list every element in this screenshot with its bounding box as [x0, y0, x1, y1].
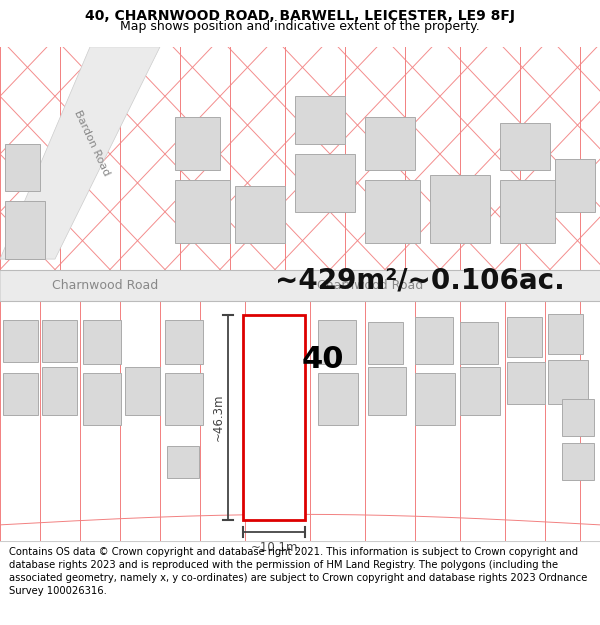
Text: Map shows position and indicative extent of the property.: Map shows position and indicative extent… — [120, 20, 480, 32]
Text: Charnwood Road: Charnwood Road — [52, 279, 158, 292]
Bar — [500, 180, 555, 243]
Text: 40, CHARNWOOD ROAD, BARWELL, LEICESTER, LE9 8FJ: 40, CHARNWOOD ROAD, BARWELL, LEICESTER, … — [85, 9, 515, 23]
Text: ~10.1m: ~10.1m — [250, 541, 298, 554]
Bar — [235, 186, 285, 243]
Text: ~429m²/~0.106ac.: ~429m²/~0.106ac. — [275, 266, 565, 294]
Bar — [365, 180, 420, 243]
Bar — [365, 118, 415, 170]
Bar — [562, 399, 594, 436]
Bar — [318, 320, 356, 364]
Bar — [165, 372, 203, 425]
Bar — [0, 269, 600, 301]
Bar — [500, 122, 550, 170]
Polygon shape — [0, 47, 160, 259]
Bar — [368, 368, 406, 414]
Bar — [295, 96, 345, 144]
Bar — [368, 322, 403, 364]
Bar — [415, 317, 453, 364]
Bar — [460, 368, 500, 414]
Bar — [3, 372, 38, 414]
Bar — [175, 180, 230, 243]
Bar — [175, 118, 220, 170]
Bar — [507, 317, 542, 357]
Bar — [83, 372, 121, 425]
Bar — [460, 322, 498, 364]
Text: ~46.3m: ~46.3m — [212, 394, 224, 441]
Text: Charnwood Road: Charnwood Road — [317, 279, 423, 292]
Bar — [5, 201, 45, 259]
Bar — [507, 362, 545, 404]
Bar — [562, 443, 594, 480]
Bar — [415, 372, 455, 425]
Bar — [42, 368, 77, 414]
Bar — [167, 446, 199, 478]
Text: Contains OS data © Crown copyright and database right 2021. This information is : Contains OS data © Crown copyright and d… — [9, 546, 587, 596]
Bar — [3, 320, 38, 362]
Bar — [555, 159, 595, 212]
Bar — [295, 154, 355, 212]
Bar — [243, 315, 305, 519]
Bar — [42, 320, 77, 362]
Bar — [548, 360, 588, 404]
Text: Bardon Road: Bardon Road — [73, 109, 112, 178]
Text: 40: 40 — [302, 346, 344, 374]
Bar — [5, 144, 40, 191]
Bar — [318, 372, 358, 425]
Bar — [165, 320, 203, 364]
Bar — [548, 314, 583, 354]
Bar — [430, 175, 490, 243]
Bar — [125, 368, 160, 414]
Bar — [83, 320, 121, 364]
